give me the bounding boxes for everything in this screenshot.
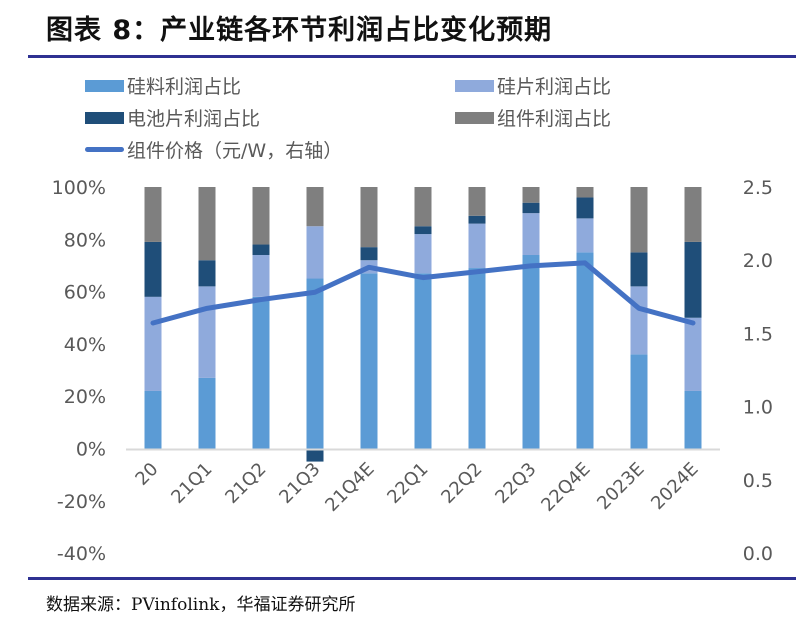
bar-silicon-21Q4E xyxy=(360,273,378,449)
legend-item-module: 组件利润占比 xyxy=(455,104,611,131)
legend-item-cell: 电池片利润占比 xyxy=(85,104,260,131)
bar-cell-21Q1 xyxy=(198,260,216,287)
legend-item-price: 组件价格（元/W，右轴） xyxy=(85,136,342,163)
right-tick-label: 1.0 xyxy=(743,397,773,419)
legend-label: 硅料利润占比 xyxy=(127,76,242,98)
x-tick-label: 22Q4E xyxy=(537,459,594,516)
right-axis: 0.0 0.5 1.0 1.5 2.0 2.5 xyxy=(743,177,773,565)
source-divider xyxy=(28,577,796,580)
legend-label: 组件价格（元/W，右轴） xyxy=(127,140,343,162)
bar-cell-22Q1 xyxy=(414,226,432,235)
bar-silicon-22Q1 xyxy=(414,273,432,449)
bar-module-21Q4E xyxy=(360,187,378,248)
x-tick-label: 22Q2 xyxy=(437,459,486,508)
bar-silicon-21Q2 xyxy=(252,296,270,449)
bar-silicon-21Q3 xyxy=(306,278,324,449)
x-tick-label: 20 xyxy=(131,459,162,490)
bar-cell-2024E xyxy=(684,241,702,318)
right-tick-label: 1.5 xyxy=(743,323,773,345)
bar-module-22Q3 xyxy=(522,187,540,203)
x-tick-label: 2024E xyxy=(647,459,702,514)
source-note: 数据来源：PVinfolink，华福证券研究所 xyxy=(46,595,356,615)
bar-silicon-22Q2 xyxy=(468,268,486,449)
bar-module-20 xyxy=(144,187,162,242)
x-tick-label: 21Q1 xyxy=(167,459,216,508)
bar-wafer-20 xyxy=(144,296,162,391)
left-tick-label: -20% xyxy=(57,491,106,513)
bar-silicon-2024E xyxy=(684,390,702,449)
bar-wafer-2024E xyxy=(684,317,702,391)
bar-silicon-2023E xyxy=(630,354,648,449)
x-tick-label: 21Q4E xyxy=(321,459,378,516)
bar-cell-22Q2 xyxy=(468,215,486,224)
bar-wafer-21Q3 xyxy=(306,226,324,279)
right-tick-label: 0.5 xyxy=(743,470,773,492)
bar-silicon-20 xyxy=(144,390,162,449)
bar-module-2023E xyxy=(630,187,648,253)
x-tick-label: 22Q1 xyxy=(383,459,432,508)
bars xyxy=(144,187,702,462)
legend-label: 组件利润占比 xyxy=(497,108,612,130)
right-tick-label: 0.0 xyxy=(743,543,773,565)
left-axis: -40% -20% 0% 20% 40% 60% 80% 100% xyxy=(52,177,106,565)
legend-label: 硅片利润占比 xyxy=(497,76,612,98)
left-tick-label: 80% xyxy=(64,229,106,251)
bar-module-22Q2 xyxy=(468,187,486,216)
x-tick-label: 21Q2 xyxy=(221,459,270,508)
bar-module-21Q1 xyxy=(198,187,216,261)
bar-wafer-22Q4E xyxy=(576,218,594,253)
bar-wafer-22Q1 xyxy=(414,234,432,274)
bar-cell-22Q4E xyxy=(576,197,594,219)
bar-cell-20 xyxy=(144,241,162,297)
bar-silicon-21Q1 xyxy=(198,377,216,449)
bar-module-22Q1 xyxy=(414,187,432,227)
legend-swatch-cell xyxy=(85,111,124,124)
bar-wafer-2023E xyxy=(630,286,648,355)
bar-module-21Q2 xyxy=(252,187,270,245)
bar-silicon-22Q4E xyxy=(576,252,594,449)
legend-item-wafer: 硅片利润占比 xyxy=(455,72,611,99)
bar-wafer-21Q1 xyxy=(198,286,216,378)
bar-cell-22Q3 xyxy=(522,202,540,214)
left-tick-label: 60% xyxy=(64,282,106,304)
left-tick-label: -40% xyxy=(57,543,106,565)
legend-swatch-module xyxy=(455,111,494,124)
legend-swatch-silicon xyxy=(85,79,124,92)
bar-cell-2023E xyxy=(630,252,648,287)
title-divider xyxy=(28,55,796,58)
chart-title: 图表 8：产业链各环节利润占比变化预期 xyxy=(46,15,553,46)
legend-swatch-wafer xyxy=(455,79,494,92)
left-tick-label: 100% xyxy=(52,177,106,199)
x-tick-label: 21Q3 xyxy=(275,459,324,508)
bar-cell-21Q4E xyxy=(360,247,378,261)
x-tick-label: 2023E xyxy=(593,459,648,514)
x-tick-label: 22Q3 xyxy=(491,459,540,508)
legend-swatch-price xyxy=(85,147,124,152)
bar-module-2024E xyxy=(684,187,702,242)
price-series xyxy=(150,260,696,326)
bar-module-22Q4E xyxy=(576,187,594,198)
right-tick-label: 2.5 xyxy=(743,177,773,199)
bar-cell-21Q2 xyxy=(252,244,270,255)
bar-silicon-22Q3 xyxy=(522,254,540,449)
bar-wafer-21Q2 xyxy=(252,254,270,297)
bar-wafer-22Q3 xyxy=(522,213,540,255)
left-tick-label: 0% xyxy=(76,439,106,461)
right-tick-label: 2.0 xyxy=(743,250,773,272)
bar-wafer-22Q2 xyxy=(468,223,486,269)
bar-cell-21Q3 xyxy=(306,448,324,462)
left-tick-label: 40% xyxy=(64,334,106,356)
legend-item-silicon: 硅料利润占比 xyxy=(85,72,241,99)
bar-module-21Q3 xyxy=(306,187,324,227)
legend-label: 电池片利润占比 xyxy=(127,108,261,130)
left-tick-label: 20% xyxy=(64,386,106,408)
